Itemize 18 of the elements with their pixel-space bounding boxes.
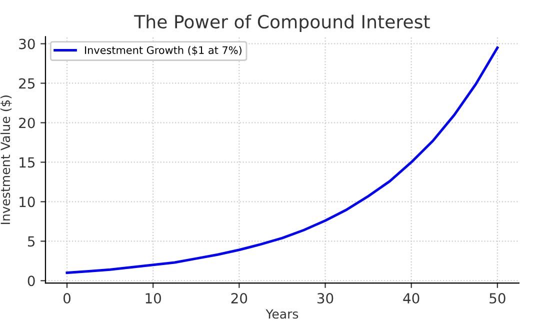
y-tick-label: 15 [20,157,35,168]
y-axis-title: Investment Value ($) [0,96,12,224]
x-tick-label: 10 [146,293,161,304]
x-tick-label: 50 [490,293,506,304]
x-tick-label: 30 [317,293,334,304]
y-tick-label: 20 [19,118,35,128]
x-tick-label: 40 [403,293,420,304]
chart-title: The Power of Compound Interest [134,14,430,32]
y-tick-label: 0 [28,276,35,286]
legend-label: Investment Growth ($1 at 7%) [85,46,242,56]
x-tick-label: 20 [231,293,248,304]
y-tick-label: 25 [19,78,35,89]
y-tick-label: 10 [20,196,35,208]
x-tick-label: 0 [63,293,70,304]
y-tick-label: 5 [28,236,35,247]
x-axis-title: Years [266,309,298,319]
y-tick-label: 30 [19,38,35,50]
line-series [66,46,499,274]
